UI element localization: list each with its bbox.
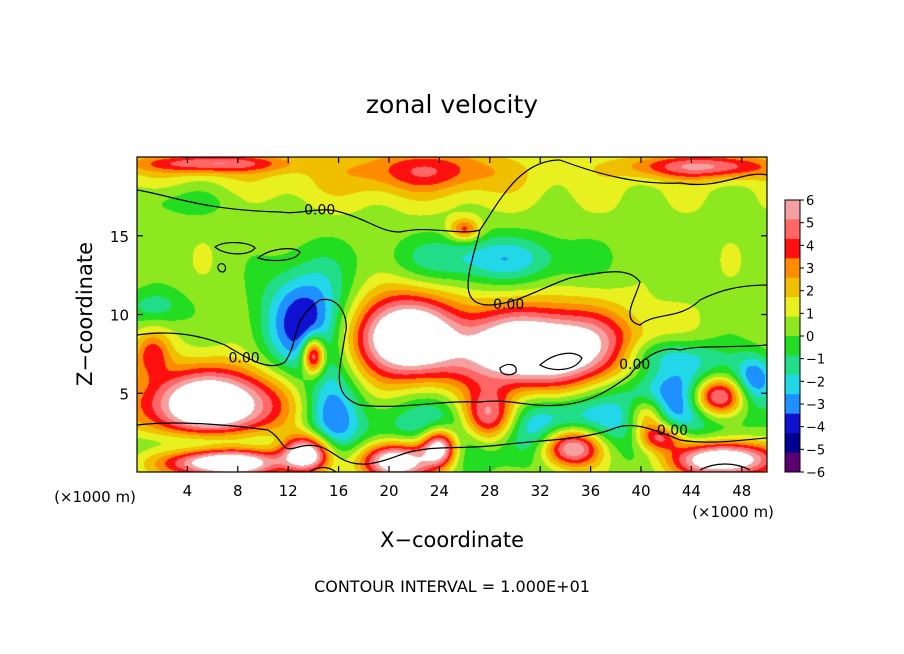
contour-label: 0.00 [229, 351, 260, 367]
x-tick-label: 12 [279, 482, 298, 500]
x-unit-label-left: (×1000 m) [54, 488, 136, 506]
x-tick-label: 40 [631, 482, 650, 500]
colorbar-swatch [785, 200, 800, 220]
colorbar-swatch [785, 336, 800, 356]
x-tick-label: 48 [732, 482, 751, 500]
x-tick-label: 32 [531, 482, 550, 500]
x-tick-label: 36 [581, 482, 600, 500]
colorbar-tick-label: 3 [806, 262, 814, 277]
colorbar-tick-label: 6 [806, 194, 814, 209]
x-tick-label: 16 [329, 482, 348, 500]
contour-label: 0.00 [657, 423, 688, 439]
colorbar-tick-label: −5 [806, 443, 825, 458]
y-tick-label: 10 [110, 307, 129, 325]
x-tick-label: 20 [379, 482, 398, 500]
x-axis-label: X−coordinate [380, 528, 524, 552]
contour-label: 0.00 [493, 297, 524, 313]
contour-label: 0.00 [619, 357, 650, 373]
y-axis-ticks: 5 10 15 [110, 228, 767, 403]
colorbar-swatch [785, 355, 800, 376]
colorbar-swatch [785, 219, 800, 240]
contour-interval-footer: CONTOUR INTERVAL = 1.000E+01 [314, 577, 590, 596]
colorbar-tick-label: −6 [806, 466, 825, 481]
colorbar-tick-label: 4 [806, 239, 814, 254]
zero-contour-lines [137, 159, 767, 472]
colorbar-tick-label: −3 [806, 398, 825, 413]
colorbar-swatch [785, 452, 800, 473]
colorbar-swatch [785, 316, 800, 337]
x-tick-label: 4 [183, 482, 193, 500]
x-tick-label: 8 [233, 482, 243, 500]
chart-title: zonal velocity [366, 90, 538, 119]
contour-label: 0.00 [304, 203, 335, 219]
colorbar-tick-label: −2 [806, 375, 825, 390]
y-tick-label: 15 [110, 228, 129, 246]
colorbar: 6 5 4 3 2 1 0 −1 −2 −3 −4 −5 −6 [784, 194, 825, 481]
x-tick-label: 24 [430, 482, 449, 500]
colorbar-swatch [785, 394, 800, 415]
x-unit-label-right: (×1000 m) [692, 503, 774, 521]
colorbar-swatch [785, 433, 800, 454]
colorbar-swatch [785, 277, 800, 298]
x-tick-label: 44 [682, 482, 701, 500]
colorbar-swatch [785, 258, 800, 279]
colorbar-tick-label: 1 [806, 307, 814, 322]
colorbar-tick-label: 5 [806, 217, 814, 232]
colorbar-swatch [785, 374, 800, 395]
colorbar-tick-label: −1 [806, 353, 825, 368]
colorbar-tick-label: 0 [806, 330, 814, 345]
x-tick-label: 28 [480, 482, 499, 500]
colorbar-swatch [785, 413, 800, 434]
x-axis-ticks: 4 8 12 16 20 24 28 32 36 40 44 48 [183, 157, 751, 500]
y-axis-label: Z−coordinate [73, 242, 97, 386]
colorbar-tick-label: 2 [806, 285, 814, 300]
colorbar-swatch [785, 238, 800, 259]
colorbar-swatch [785, 297, 800, 318]
y-tick-label: 5 [119, 385, 129, 403]
colorbar-tick-label: −4 [806, 421, 825, 436]
